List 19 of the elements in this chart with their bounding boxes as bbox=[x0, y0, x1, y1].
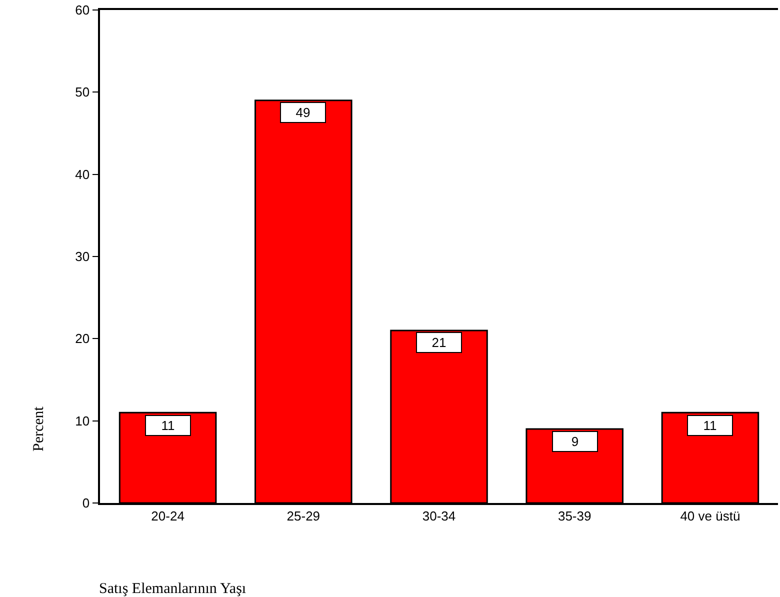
y-tick-label: 10 bbox=[75, 413, 90, 428]
x-tick-label: 35-39 bbox=[558, 508, 592, 524]
y-tick-label: 20 bbox=[75, 331, 90, 346]
y-axis-title: Percent bbox=[31, 406, 48, 452]
x-tick-label: 20-24 bbox=[151, 508, 184, 524]
data-label: 9 bbox=[571, 434, 579, 449]
y-tick-label: 0 bbox=[82, 496, 90, 511]
data-label: 49 bbox=[296, 105, 310, 120]
data-label: 11 bbox=[161, 418, 175, 433]
y-tick-label: 60 bbox=[75, 2, 90, 18]
y-tick-label: 50 bbox=[75, 84, 90, 100]
data-label: 11 bbox=[703, 418, 717, 433]
y-tick-label: 40 bbox=[75, 166, 90, 182]
y-tick-label: 30 bbox=[75, 249, 90, 264]
data-label: 21 bbox=[432, 335, 446, 350]
x-axis-title: Satış Elemanlarının Yaşı bbox=[99, 581, 246, 597]
x-tick-label: 25-29 bbox=[286, 508, 320, 524]
x-tick-label: 30-34 bbox=[422, 508, 456, 524]
x-tick-label: 40 ve üstü bbox=[680, 508, 740, 524]
